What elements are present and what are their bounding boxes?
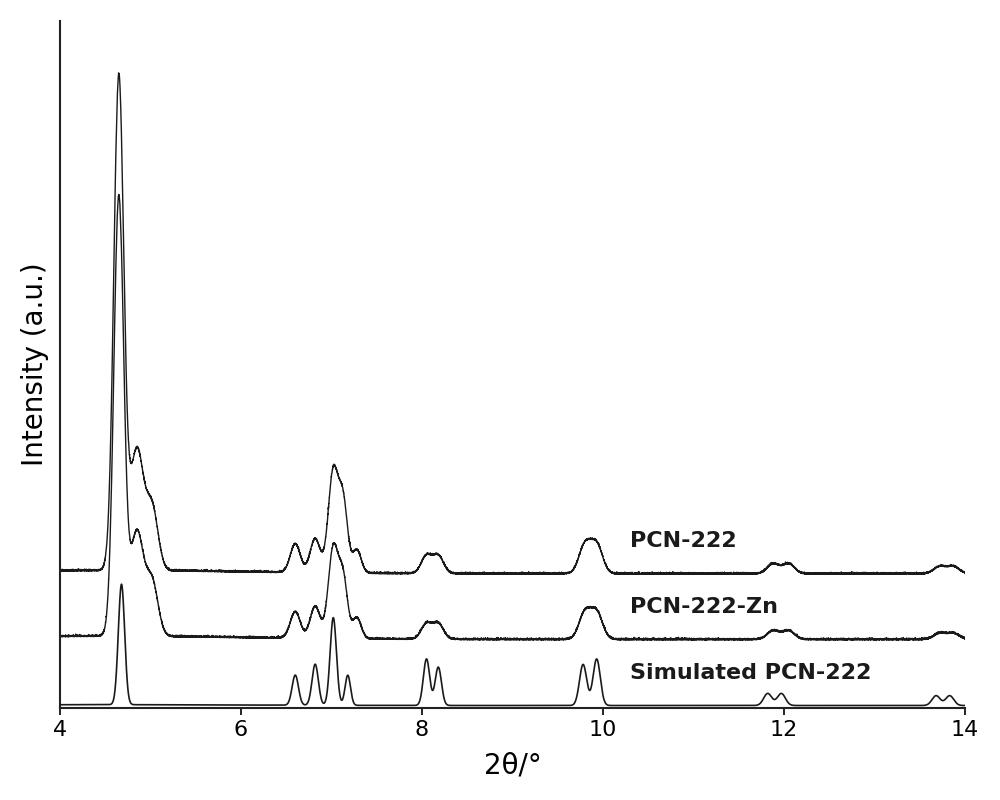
Text: PCN-222: PCN-222	[630, 531, 737, 551]
X-axis label: 2θ/°: 2θ/°	[484, 751, 541, 779]
Text: Simulated PCN-222: Simulated PCN-222	[630, 662, 872, 682]
Y-axis label: Intensity (a.u.): Intensity (a.u.)	[21, 262, 49, 466]
Text: PCN-222-Zn: PCN-222-Zn	[630, 597, 778, 617]
